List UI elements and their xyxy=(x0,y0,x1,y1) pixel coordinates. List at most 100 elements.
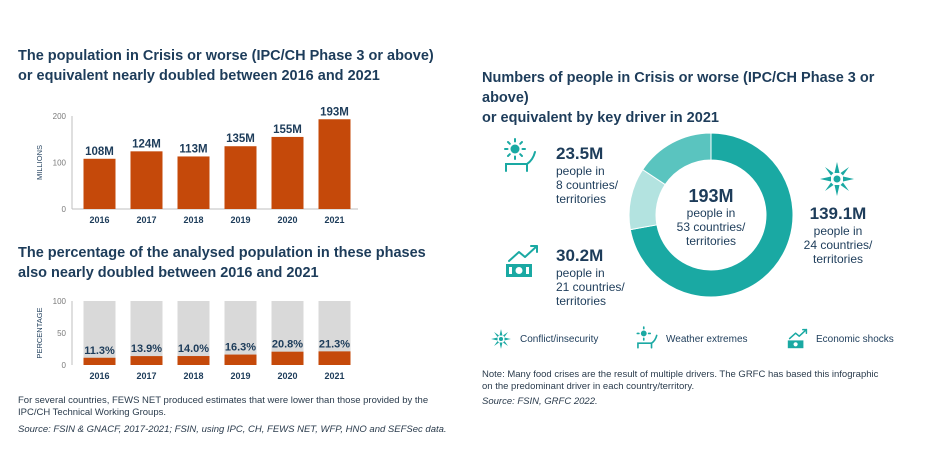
right-note-line1: Note: Many food crises are the result of… xyxy=(482,369,879,380)
donut-center-label: 193M people in 53 countries/ territories xyxy=(651,186,771,248)
driver-donut-chart xyxy=(628,132,794,298)
economic-value: 30.2M xyxy=(556,246,604,265)
donut-slice-economic-shocks xyxy=(642,132,712,186)
driver-chart-title: Numbers of people in Crisis or worse (IP… xyxy=(482,68,922,128)
bar-background-2018 xyxy=(177,301,210,365)
bar-2016 xyxy=(83,158,116,209)
y-tick-label: 0 xyxy=(62,205,67,214)
weather-line2: 8 countries/ xyxy=(556,178,619,192)
bar-value-label: 135M xyxy=(226,133,255,145)
x-tick-label: 2016 xyxy=(89,371,109,381)
population-chart-title-line2: or equivalent nearly doubled between 201… xyxy=(18,68,380,84)
x-tick-label: 2019 xyxy=(230,371,250,381)
x-tick-label: 2021 xyxy=(324,215,344,225)
economic-line1: people in xyxy=(556,266,605,280)
bar-2019 xyxy=(224,354,257,365)
bar-2021 xyxy=(318,119,351,209)
bar-value-label: 11.3% xyxy=(84,345,115,357)
bar-value-label: 13.9% xyxy=(131,343,162,355)
bar-2017 xyxy=(130,356,163,365)
economic-line3: territories xyxy=(556,294,607,308)
y-axis-label: PERCENTAGE xyxy=(35,307,44,358)
weather-stat: 23.5M people in 8 countries/ territories xyxy=(556,144,618,206)
y-tick-label: 0 xyxy=(62,361,67,370)
bar-2019 xyxy=(224,146,257,209)
right-source: Source: FSIN, GRFC 2022. xyxy=(482,396,598,407)
bar-2018 xyxy=(177,356,210,365)
percentage-bar-chart: 0 50 100 PERCENTAGE 11.3% 2016 13.9% 2017 14.0% 2… xyxy=(35,297,351,381)
bar-background-2016 xyxy=(83,301,116,365)
conflict-line1: people in xyxy=(813,224,863,238)
x-tick-label: 2020 xyxy=(277,371,297,381)
left-note: For several countries, FEWS NET produced… xyxy=(18,395,458,419)
economic-line2: 21 countries/ xyxy=(556,280,625,294)
bar-value-label: 16.3% xyxy=(225,342,256,354)
driver-chart-title-line1: Numbers of people in Crisis or worse (IP… xyxy=(482,70,875,106)
y-tick-label: 100 xyxy=(53,297,67,306)
bar-value-label: 155M xyxy=(273,124,302,136)
percentage-chart-title-line2: also nearly doubled between 2016 and 202… xyxy=(18,265,319,281)
x-tick-label: 2016 xyxy=(89,215,109,225)
bar-2021 xyxy=(318,351,351,365)
conflict-stat: 139.1M people in 24 countries/ territori… xyxy=(800,204,876,266)
weather-line3: territories xyxy=(556,192,607,206)
bar-value-label: 21.3% xyxy=(319,338,350,350)
percentage-chart-title-line1: The percentage of the analysed populatio… xyxy=(18,245,426,261)
bar-2020 xyxy=(271,136,304,209)
x-tick-label: 2019 xyxy=(230,215,250,225)
bar-value-label: 113M xyxy=(179,143,207,155)
legend-conflict-label: Conflict/insecurity xyxy=(520,334,599,345)
right-note: Note: Many food crises are the result of… xyxy=(482,369,922,393)
conflict-icon xyxy=(818,160,856,203)
weather-value: 23.5M xyxy=(556,144,604,163)
x-tick-label: 2020 xyxy=(277,215,297,225)
bar-background-2019 xyxy=(224,301,257,365)
driver-chart-title-line2: or equivalent by key driver in 2021 xyxy=(482,110,719,126)
bar-value-label: 124M xyxy=(132,138,161,150)
legend-weather-icon xyxy=(636,326,658,355)
y-tick-label: 200 xyxy=(53,112,67,121)
bar-2018 xyxy=(177,156,210,209)
weather-line1: people in xyxy=(556,164,605,178)
legend-conflict-icon xyxy=(490,328,512,355)
economic-icon xyxy=(503,241,543,284)
legend-economic-icon xyxy=(786,326,810,355)
left-note-line1: For several countries, FEWS NET produced… xyxy=(18,395,429,406)
population-chart-title: The population in Crisis or worse (IPC/C… xyxy=(18,46,458,86)
bar-value-label: 20.8% xyxy=(272,339,303,351)
donut-center-line2: 53 countries/ xyxy=(676,220,746,234)
economic-stat: 30.2M people in 21 countries/ territorie… xyxy=(556,246,625,308)
x-tick-label: 2021 xyxy=(324,371,344,381)
donut-center-line3: territories xyxy=(685,234,736,248)
y-axis-label: MILLIONS xyxy=(35,145,44,180)
weather-icon xyxy=(503,138,537,179)
x-tick-label: 2018 xyxy=(183,215,203,225)
donut-legend: Conflict/insecurity Weather extremes Eco… xyxy=(490,326,910,355)
bar-2017 xyxy=(130,151,163,209)
bar-value-label: 14.0% xyxy=(178,343,209,355)
bar-value-label: 193M xyxy=(320,106,349,118)
conflict-line2: 24 countries/ xyxy=(803,238,873,252)
x-tick-label: 2017 xyxy=(136,215,156,225)
legend-economic-label: Economic shocks xyxy=(816,334,894,345)
bar-2020 xyxy=(271,351,304,365)
donut-center-value: 193M xyxy=(688,186,734,206)
percentage-chart-title: The percentage of the analysed populatio… xyxy=(18,243,458,283)
left-note-line2: IPC/CH Technical Working Groups. xyxy=(18,407,167,418)
conflict-line3: territories xyxy=(812,252,863,266)
population-chart-title-line1: The population in Crisis or worse (IPC/C… xyxy=(18,48,434,64)
legend-weather-label: Weather extremes xyxy=(666,334,748,345)
bar-value-label: 108M xyxy=(85,146,114,158)
donut-slice-conflict-insecurity xyxy=(629,132,794,298)
bar-2016 xyxy=(83,357,116,365)
left-source: Source: FSIN & GNACF, 2017-2021; FSIN, u… xyxy=(18,424,447,435)
bar-background-2017 xyxy=(130,301,163,365)
conflict-value: 139.1M xyxy=(809,204,867,223)
y-tick-label: 100 xyxy=(53,159,67,168)
right-note-line2: on the predominant driver in each countr… xyxy=(482,381,695,392)
y-tick-label: 50 xyxy=(57,329,66,338)
x-tick-label: 2018 xyxy=(183,371,203,381)
donut-center-line1: people in xyxy=(686,206,736,220)
population-bar-chart: 0 100 200 MILLIONS 108M 2016 124M 2017 113M 2018 1… xyxy=(35,106,358,225)
x-tick-label: 2017 xyxy=(136,371,156,381)
